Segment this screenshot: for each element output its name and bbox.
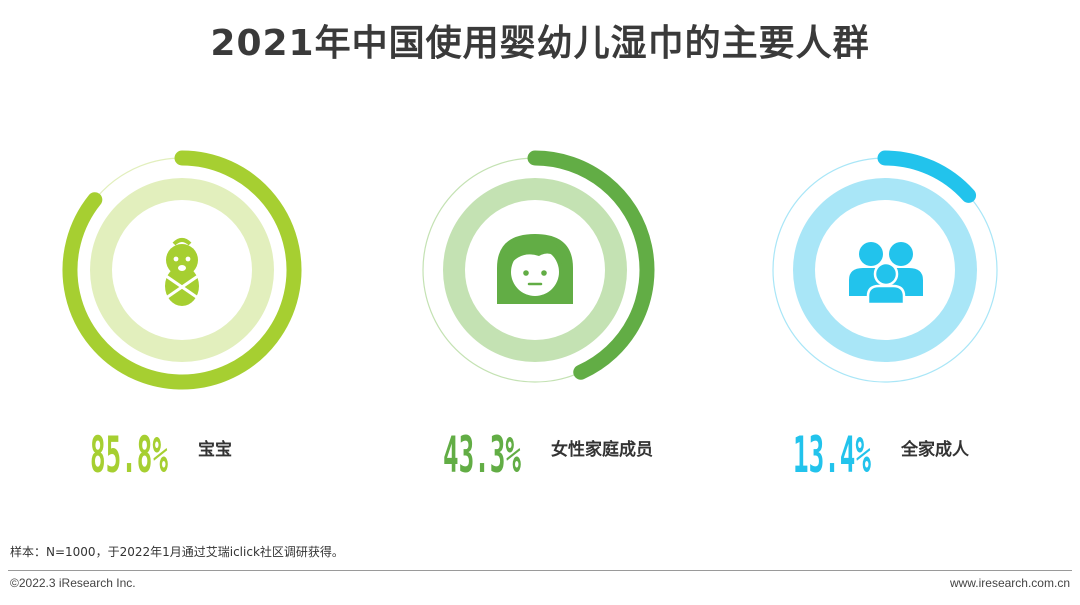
category-label: 全家成人 bbox=[900, 439, 970, 460]
category-label: 宝宝 bbox=[198, 439, 232, 460]
copyright: ©2022.3 iResearch Inc. bbox=[10, 576, 136, 590]
sample-note: 样本：N=1000，于2022年1月通过艾瑞iclick社区调研获得。 bbox=[10, 545, 344, 559]
value-arc bbox=[877, 150, 977, 203]
footer-divider bbox=[8, 570, 1072, 571]
ring-3 bbox=[772, 150, 998, 383]
data-label: 85.8% bbox=[90, 426, 168, 484]
baby-icon bbox=[165, 238, 199, 306]
value-arc bbox=[62, 150, 302, 390]
category-label: 女性家庭成员 bbox=[551, 439, 653, 460]
woman-icon bbox=[497, 234, 573, 304]
data-label: 43.3% bbox=[443, 426, 521, 484]
ring-2 bbox=[422, 150, 655, 383]
data-label: 13.4% bbox=[793, 426, 871, 484]
family-icon bbox=[849, 242, 923, 306]
ring-1 bbox=[62, 150, 302, 390]
website-url: www.iresearch.com.cn bbox=[949, 576, 1070, 590]
page-title: 2021年中国使用婴幼儿湿巾的主要人群 bbox=[210, 23, 870, 64]
value-arc bbox=[527, 150, 655, 380]
